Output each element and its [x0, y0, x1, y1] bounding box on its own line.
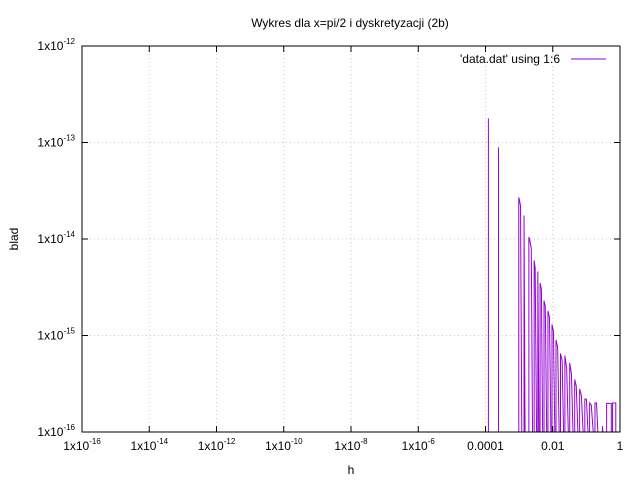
x-tick-label-base: 1x10: [198, 439, 224, 453]
series-layer: [487, 118, 617, 433]
x-tick-label: 1x10-6: [402, 437, 436, 453]
legend-label: 'data.dat' using 1:6: [460, 52, 560, 66]
x-tick-label-exponent: -16: [89, 437, 101, 446]
x-tick-label: 1x10-14: [130, 437, 168, 453]
x-tick-label-exponent: -6: [428, 437, 436, 446]
y-tick-label-exponent: -16: [63, 423, 75, 432]
x-tick-label: 0.0001: [467, 439, 504, 453]
y-tick-label: 1x10-15: [37, 327, 75, 343]
x-tick-label-base: 1x10: [63, 439, 89, 453]
y-tick-label: 1x10-16: [37, 423, 75, 439]
x-tick-label-base: 1x10: [265, 439, 291, 453]
y-tick-label-exponent: -13: [63, 134, 75, 143]
x-tick-label-exponent: -10: [291, 437, 303, 446]
x-tick-label: 1x10-12: [198, 437, 236, 453]
tick-marks: [81, 45, 621, 433]
x-tick-label-base: 1: [617, 439, 624, 453]
x-tick-label-exponent: -14: [156, 437, 168, 446]
x-tick-label: 1: [617, 439, 624, 453]
x-axis-label: h: [348, 463, 355, 477]
x-tick-label-base: 1x10: [334, 439, 360, 453]
x-tick-label-base: 1x10: [402, 439, 428, 453]
y-tick-label: 1x10-13: [37, 134, 75, 150]
chart-title: Wykres dla x=pi/2 i dyskretyzacji (2b): [251, 16, 449, 30]
y-tick-label-exponent: -14: [63, 230, 75, 239]
y-tick-label-base: 1x10: [37, 329, 63, 343]
x-tick-label-exponent: -12: [224, 437, 236, 446]
x-tick-label-exponent: -8: [360, 437, 368, 446]
x-tick-label-base: 0.01: [541, 439, 565, 453]
series-line: [487, 118, 617, 433]
y-tick-label: 1x10-14: [37, 230, 75, 246]
y-tick-label: 1x10-12: [37, 37, 75, 53]
x-tick-label-base: 1x10: [130, 439, 156, 453]
y-tick-label-exponent: -12: [63, 37, 75, 46]
grid: [82, 46, 620, 432]
x-tick-label: 0.01: [541, 439, 565, 453]
x-tick-label: 1x10-8: [334, 437, 368, 453]
x-tick-label-base: 0.0001: [467, 439, 504, 453]
y-tick-label-base: 1x10: [37, 232, 63, 246]
x-tick-label: 1x10-10: [265, 437, 303, 453]
y-axis-label: blad: [7, 228, 21, 251]
y-tick-label-base: 1x10: [37, 39, 63, 53]
y-tick-label-exponent: -15: [63, 327, 75, 336]
x-tick-labels: 1x10-16 1x10-14 1x10-12 1x10-10 1x10-8 1x10-6…: [63, 437, 623, 453]
y-tick-label-base: 1x10: [37, 136, 63, 150]
legend: 'data.dat' using 1:6: [460, 52, 606, 66]
x-tick-label: 1x10-16: [63, 437, 101, 453]
y-tick-label-base: 1x10: [37, 425, 63, 439]
